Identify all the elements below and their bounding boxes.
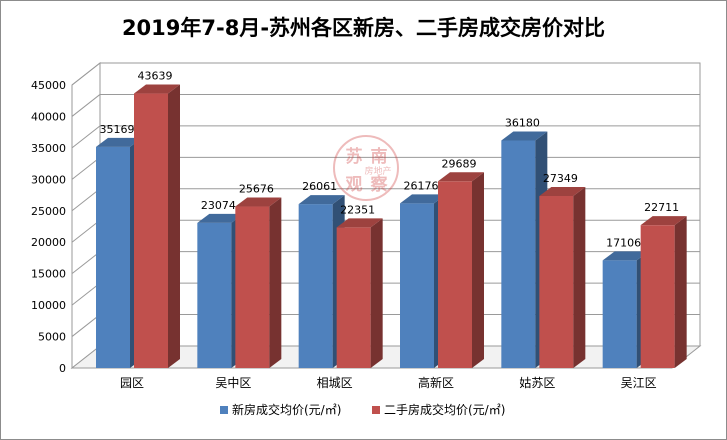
bar-top bbox=[640, 216, 687, 226]
gridline-side bbox=[71, 125, 101, 149]
watermark-char: 苏 bbox=[346, 146, 363, 167]
y-tick-label: 45000 bbox=[31, 79, 66, 92]
bar-top bbox=[539, 187, 586, 197]
y-tick-label: 5000 bbox=[38, 331, 66, 344]
y-tick-label: 20000 bbox=[31, 236, 66, 249]
category-labels: 园区 吴中区 相城区 高新区 姑苏区 吴江区 bbox=[120, 375, 657, 390]
chart-title: 2019年7-8月-苏州各区新房、二手房成交房价对比 bbox=[121, 16, 606, 40]
bar-top bbox=[298, 195, 345, 205]
bar bbox=[539, 187, 586, 368]
bar bbox=[438, 172, 484, 368]
bar bbox=[134, 84, 180, 369]
bar-front bbox=[336, 227, 371, 368]
bar-side bbox=[573, 187, 586, 368]
bar-side bbox=[674, 216, 687, 368]
bar-top bbox=[602, 251, 649, 261]
watermark-char: 观 bbox=[345, 175, 363, 195]
data-label: 23074 bbox=[201, 199, 236, 212]
category-label: 姑苏区 bbox=[519, 376, 555, 390]
bar-front bbox=[96, 146, 130, 368]
y-tick-label: 30000 bbox=[31, 173, 66, 186]
data-label: 22351 bbox=[340, 203, 375, 216]
bar-top bbox=[501, 131, 548, 141]
y-tick-label: 10000 bbox=[31, 299, 66, 312]
data-label: 27349 bbox=[543, 172, 578, 185]
legend: 新房成交均价(元/㎡) 二手房成交均价(元/㎡) bbox=[220, 402, 505, 417]
category-label: 吴江区 bbox=[621, 376, 657, 390]
gridline-side bbox=[71, 62, 101, 86]
bar-top bbox=[134, 84, 180, 94]
bar-front bbox=[235, 206, 270, 368]
bar-front bbox=[602, 260, 637, 368]
gridline-side bbox=[71, 156, 101, 180]
y-tick-label: 40000 bbox=[31, 110, 66, 123]
bar-top bbox=[235, 197, 282, 207]
data-label: 36180 bbox=[505, 116, 540, 129]
gridline-side bbox=[71, 282, 101, 306]
bar-top bbox=[438, 172, 484, 182]
gridline-side bbox=[71, 251, 101, 275]
legend-label: 新房成交均价(元/㎡) bbox=[232, 402, 341, 417]
bar-side bbox=[472, 172, 484, 368]
data-label: 26061 bbox=[302, 180, 337, 193]
watermark-logo: 苏南房地产观察 bbox=[333, 135, 399, 201]
y-tick-label: 25000 bbox=[31, 205, 66, 218]
category-label: 吴中区 bbox=[215, 375, 251, 390]
bar-top bbox=[197, 213, 244, 223]
data-label: 35169 bbox=[100, 123, 135, 136]
bar-side bbox=[269, 197, 282, 368]
gridline-side bbox=[71, 219, 101, 243]
bar-front bbox=[501, 140, 536, 368]
bar-top bbox=[336, 218, 383, 228]
bar bbox=[235, 197, 282, 368]
y-axis-ticks: 0 5000 10000 15000 20000 25000 30000 35000 40000… bbox=[31, 79, 66, 375]
bar-front bbox=[539, 196, 574, 368]
bar-front bbox=[640, 225, 675, 368]
bar-side bbox=[370, 218, 383, 368]
y-tick-label: 35000 bbox=[31, 142, 66, 155]
data-label: 17106 bbox=[606, 236, 641, 249]
gridline-side bbox=[71, 188, 101, 212]
watermark-char: 察 bbox=[370, 174, 389, 195]
y-tick-label: 15000 bbox=[31, 268, 66, 281]
watermark-ring bbox=[333, 135, 399, 201]
bar-top bbox=[96, 137, 142, 147]
legend-swatch bbox=[220, 406, 228, 414]
category-label: 相城区 bbox=[317, 376, 353, 390]
gridline-side bbox=[71, 314, 101, 337]
bars bbox=[96, 84, 687, 369]
data-label: 29689 bbox=[442, 157, 477, 170]
data-label: 26176 bbox=[404, 179, 439, 192]
y-tick-label: 0 bbox=[59, 362, 66, 375]
watermark-char: 房地产 bbox=[364, 165, 391, 177]
bar-side bbox=[168, 84, 180, 369]
data-label: 22711 bbox=[644, 201, 679, 214]
bar-front bbox=[400, 203, 434, 368]
watermark-char: 南 bbox=[371, 146, 388, 167]
bar-front bbox=[298, 204, 333, 368]
bar bbox=[640, 216, 687, 368]
gridline-side bbox=[71, 94, 101, 117]
bar bbox=[336, 218, 383, 368]
bar-top bbox=[400, 194, 446, 204]
data-label: 25676 bbox=[239, 183, 274, 196]
category-label: 园区 bbox=[120, 376, 144, 390]
data-label: 43639 bbox=[138, 70, 173, 83]
side-wall bbox=[71, 61, 101, 370]
legend-swatch bbox=[372, 406, 380, 414]
bar-front bbox=[197, 222, 232, 368]
bar-front bbox=[438, 181, 472, 368]
legend-label: 二手房成交均价(元/㎡) bbox=[384, 402, 505, 417]
bar-front bbox=[134, 93, 168, 369]
category-label: 高新区 bbox=[418, 375, 454, 390]
